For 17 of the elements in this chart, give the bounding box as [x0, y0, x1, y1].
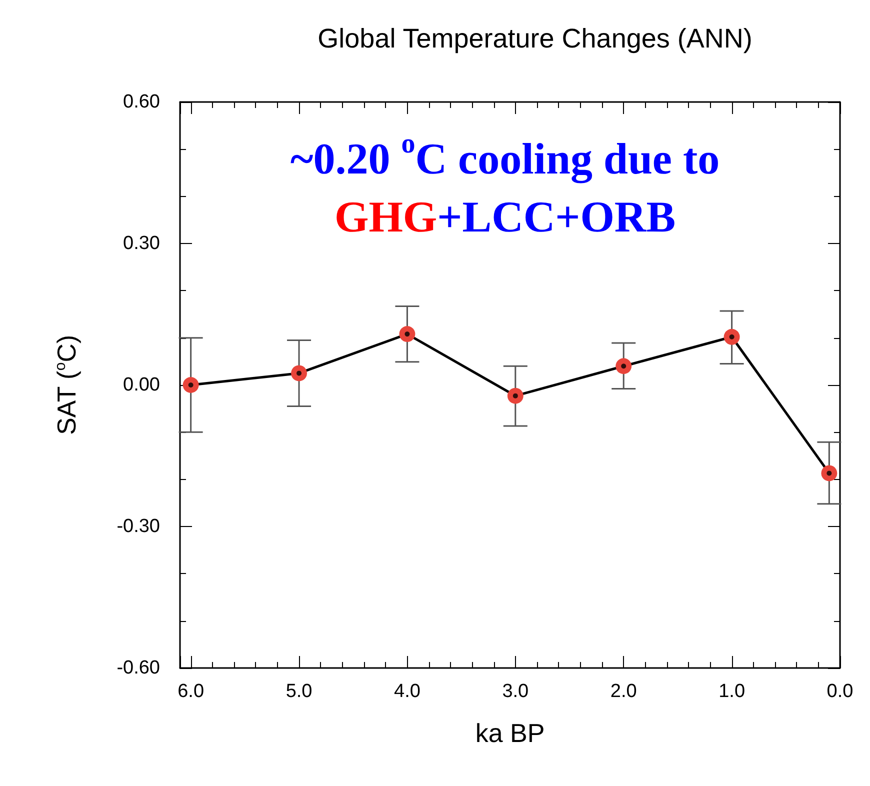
- x-tick-label: 3.0: [502, 681, 529, 702]
- x-tick-label: 5.0: [286, 681, 312, 702]
- x-tick-label: 4.0: [394, 681, 420, 702]
- y-axis-title: SAT (oC): [52, 334, 82, 435]
- y-tick-label: 0.00: [123, 374, 160, 396]
- y-tick-label: 0.60: [123, 92, 160, 112]
- x-tick-label: 6.0: [178, 681, 204, 702]
- x-tick-label: 0.0: [826, 681, 854, 702]
- y-tick-label: 0.30: [123, 233, 160, 254]
- y-tick-label: -0.30: [116, 516, 160, 537]
- x-tick-label: 1.0: [718, 681, 746, 702]
- x-tick-label: 2.0: [610, 681, 637, 702]
- x-axis-title: ka BP: [475, 718, 545, 748]
- chart-title: Global Temperature Changes (ANN): [318, 24, 752, 54]
- annotation: +LCC+ORB: [437, 192, 676, 242]
- annotation: GHG: [334, 192, 438, 242]
- y-tick-label: -0.60: [116, 658, 160, 678]
